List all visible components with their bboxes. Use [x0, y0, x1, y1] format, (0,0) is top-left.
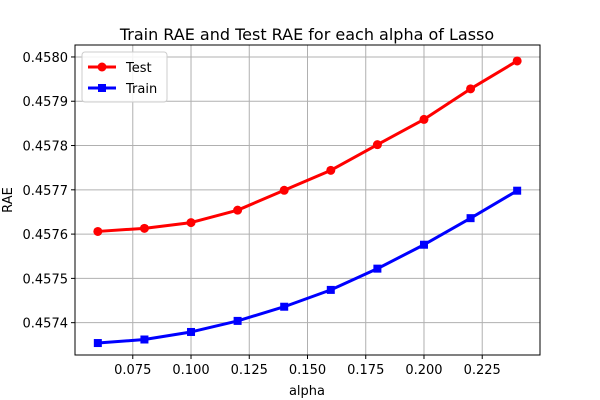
- x-tick-label: 0.125: [231, 363, 268, 378]
- data-point-train: [373, 264, 382, 273]
- data-point-test: [326, 165, 336, 175]
- data-point-test: [93, 226, 103, 236]
- chart-title: Train RAE and Test RAE for each alpha of…: [119, 25, 494, 44]
- data-point-test: [512, 56, 522, 66]
- y-tick-label: 0.4578: [23, 140, 69, 155]
- x-tick-label: 0.225: [464, 363, 501, 378]
- legend-label-test: Test: [125, 61, 152, 76]
- data-point-train: [326, 285, 335, 294]
- y-tick-label: 0.4575: [23, 272, 69, 287]
- x-tick-label: 0.150: [289, 363, 326, 378]
- data-point-train: [187, 327, 196, 336]
- data-point-test: [279, 185, 289, 195]
- series-line-test: [97, 59, 518, 233]
- data-point-train: [419, 240, 428, 249]
- legend-marker-test: [97, 62, 107, 72]
- data-point-test: [233, 205, 243, 215]
- data-point-test: [139, 223, 149, 233]
- x-tick-label: 0.175: [347, 363, 384, 378]
- y-tick-label: 0.4579: [23, 95, 69, 110]
- data-point-train: [466, 214, 475, 223]
- series-line-train: [97, 189, 518, 345]
- data-point-train: [233, 316, 242, 325]
- legend: Test Train: [81, 51, 168, 103]
- x-tick-label: 0.075: [114, 363, 151, 378]
- data-point-train: [93, 339, 102, 348]
- data-point-train: [513, 186, 522, 195]
- data-point-train: [280, 302, 289, 311]
- legend-label-train: Train: [125, 82, 157, 97]
- data-point-test: [186, 218, 196, 228]
- grid: [75, 45, 540, 355]
- data-point-train: [140, 335, 149, 344]
- x-axis-ticks: 0.075 0.100 0.125 0.150 0.175 0.200 0.225: [114, 355, 501, 378]
- plot-frame: [74, 44, 541, 356]
- legend-marker-train: [98, 84, 106, 92]
- y-tick-label: 0.4574: [23, 317, 69, 332]
- x-tick-label: 0.200: [405, 363, 442, 378]
- series-group: [93, 56, 522, 348]
- y-tick-label: 0.4577: [23, 184, 69, 199]
- y-axis-ticks: 0.4574 0.4575 0.4576 0.4577 0.4578 0.4579 0.45…: [23, 51, 75, 332]
- y-tick-label: 0.4576: [23, 228, 69, 243]
- x-tick-label: 0.100: [172, 363, 209, 378]
- x-axis-label: alpha: [289, 384, 325, 399]
- data-point-test: [419, 114, 429, 124]
- data-point-test: [372, 140, 382, 150]
- y-axis-label: RAE: [1, 187, 16, 213]
- y-tick-label: 0.4580: [23, 51, 69, 66]
- data-point-test: [466, 84, 476, 94]
